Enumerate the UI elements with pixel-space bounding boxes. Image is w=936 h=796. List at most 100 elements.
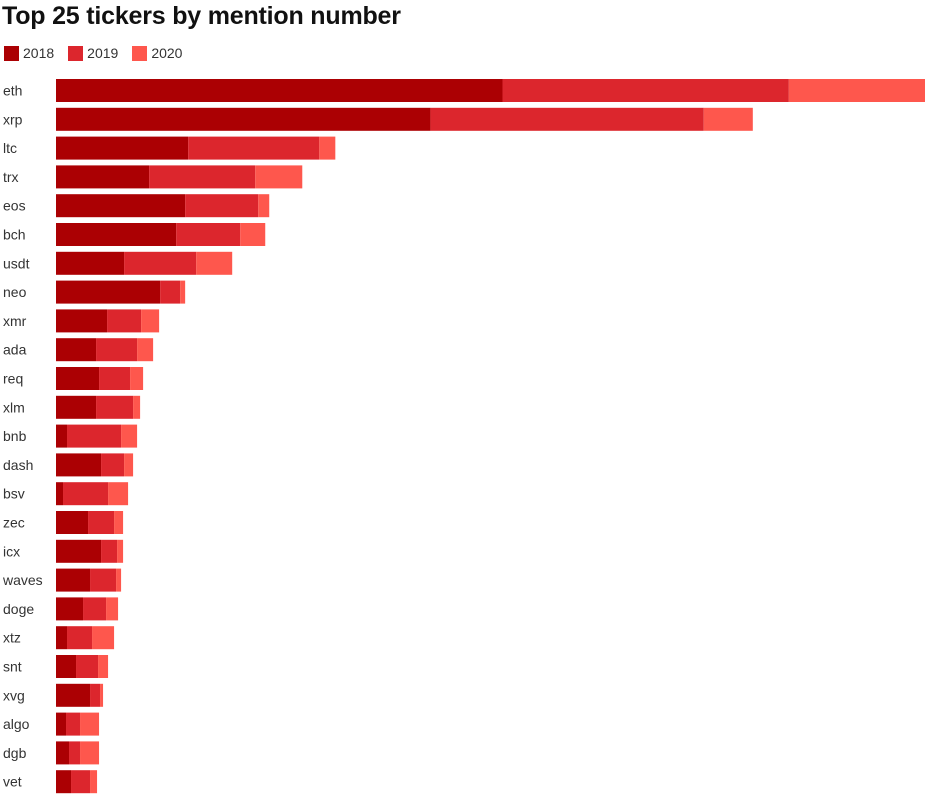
bar-doge-2019 — [83, 597, 107, 621]
legend-label-2020: 2020 — [151, 45, 183, 61]
legend-swatch-2020 — [132, 45, 148, 61]
bar-ada-2019 — [96, 338, 138, 362]
bar-trx-2018 — [56, 165, 150, 189]
category-label-eos: eos — [3, 198, 26, 214]
chart-title: Top 25 tickers by mention number — [2, 2, 401, 30]
bar-ada-2018 — [56, 338, 97, 362]
category-label-zec: zec — [3, 515, 25, 531]
category-label-icx: icx — [3, 543, 20, 559]
legend-item-2018: 2018 — [4, 45, 54, 61]
legend-item-2019: 2019 — [68, 45, 118, 61]
bar-waves-2020 — [116, 568, 122, 592]
bar-usdt-2018 — [56, 251, 125, 275]
category-label-snt: snt — [3, 659, 22, 675]
bar-xtz-2019 — [67, 626, 93, 650]
category-label-xrp: xrp — [3, 111, 23, 127]
category-label-neo: neo — [3, 284, 27, 300]
bar-bch-2018 — [56, 223, 177, 246]
bar-bnb-2020 — [121, 424, 138, 448]
bar-waves-2018 — [56, 568, 91, 592]
category-label-xlm: xlm — [3, 399, 25, 415]
bar-doge-2018 — [56, 597, 84, 621]
category-label-xmr: xmr — [3, 313, 27, 329]
bar-xlm-2018 — [56, 395, 97, 419]
bar-eos-2020 — [258, 194, 270, 218]
bar-bch-2020 — [240, 223, 266, 246]
bar-icx-2020 — [117, 539, 124, 563]
bar-ltc-2018 — [56, 136, 189, 160]
bar-zec-2018 — [56, 511, 89, 534]
category-label-xvg: xvg — [3, 687, 25, 703]
bar-dgb-2018 — [56, 741, 70, 765]
category-label-dash: dash — [3, 457, 33, 473]
bar-xvg-2018 — [56, 683, 91, 707]
bar-algo-2019 — [66, 712, 81, 736]
bar-req-2018 — [56, 367, 100, 390]
bar-neo-2020 — [180, 280, 186, 304]
legend-swatch-2019 — [68, 45, 84, 61]
category-label-doge: doge — [3, 601, 34, 617]
bar-dash-2019 — [101, 453, 125, 477]
bar-xlm-2019 — [96, 395, 134, 419]
bar-ltc-2019 — [188, 136, 320, 160]
bar-icx-2018 — [56, 539, 102, 563]
bar-zec-2020 — [114, 511, 124, 534]
bar-eos-2019 — [185, 194, 259, 218]
bar-dash-2020 — [124, 453, 134, 477]
category-label-waves: waves — [2, 572, 43, 588]
bar-xlm-2020 — [133, 395, 141, 419]
bar-trx-2020 — [255, 165, 303, 189]
bar-ada-2020 — [137, 338, 154, 362]
category-label-trx: trx — [3, 169, 19, 185]
bar-eos-2018 — [56, 194, 186, 218]
legend-swatch-2018 — [4, 45, 19, 61]
category-label-req: req — [3, 371, 23, 387]
bar-bch-2019 — [176, 223, 241, 246]
bar-xtz-2018 — [56, 626, 68, 650]
bar-eth-2018 — [56, 79, 503, 102]
category-label-ltc: ltc — [3, 140, 17, 156]
category-label-dgb: dgb — [3, 745, 27, 761]
bar-ltc-2020 — [319, 136, 336, 160]
bar-req-2020 — [130, 367, 144, 390]
bar-dgb-2020 — [80, 741, 100, 765]
bar-eth-2019 — [502, 79, 789, 102]
bar-bsv-2018 — [56, 482, 64, 506]
bar-vet-2019 — [71, 770, 91, 794]
bar-xvg-2020 — [100, 683, 104, 707]
bar-algo-2020 — [80, 712, 100, 736]
bar-usdt-2019 — [124, 251, 197, 275]
bar-xmr-2019 — [107, 309, 142, 333]
bar-snt-2019 — [76, 655, 99, 678]
bar-bnb-2019 — [67, 424, 122, 448]
bar-req-2019 — [99, 367, 131, 390]
category-label-bsv: bsv — [3, 486, 25, 502]
category-label-xtz: xtz — [3, 630, 21, 646]
bar-bsv-2019 — [63, 482, 109, 506]
bar-xrp-2018 — [56, 107, 431, 131]
bar-eth-2020 — [788, 79, 925, 102]
bar-xrp-2020 — [703, 107, 753, 131]
bar-vet-2018 — [56, 770, 72, 794]
bar-icx-2019 — [101, 539, 118, 563]
bar-bsv-2020 — [108, 482, 129, 506]
bar-doge-2020 — [106, 597, 119, 621]
bar-dgb-2019 — [69, 741, 81, 765]
category-label-bnb: bnb — [3, 428, 27, 444]
bar-xvg-2019 — [90, 683, 101, 707]
bar-zec-2019 — [88, 511, 115, 534]
bar-neo-2019 — [160, 280, 181, 304]
bar-waves-2019 — [90, 568, 117, 592]
category-label-ada: ada — [3, 342, 27, 358]
bar-snt-2020 — [98, 655, 109, 678]
category-label-vet: vet — [3, 774, 22, 790]
legend-label-2018: 2018 — [23, 45, 55, 61]
bar-trx-2019 — [149, 165, 256, 189]
bar-algo-2018 — [56, 712, 67, 736]
category-label-eth: eth — [3, 83, 22, 99]
bar-usdt-2020 — [196, 251, 233, 275]
category-label-bch: bch — [3, 227, 26, 243]
bar-neo-2018 — [56, 280, 161, 304]
bar-dash-2018 — [56, 453, 102, 477]
